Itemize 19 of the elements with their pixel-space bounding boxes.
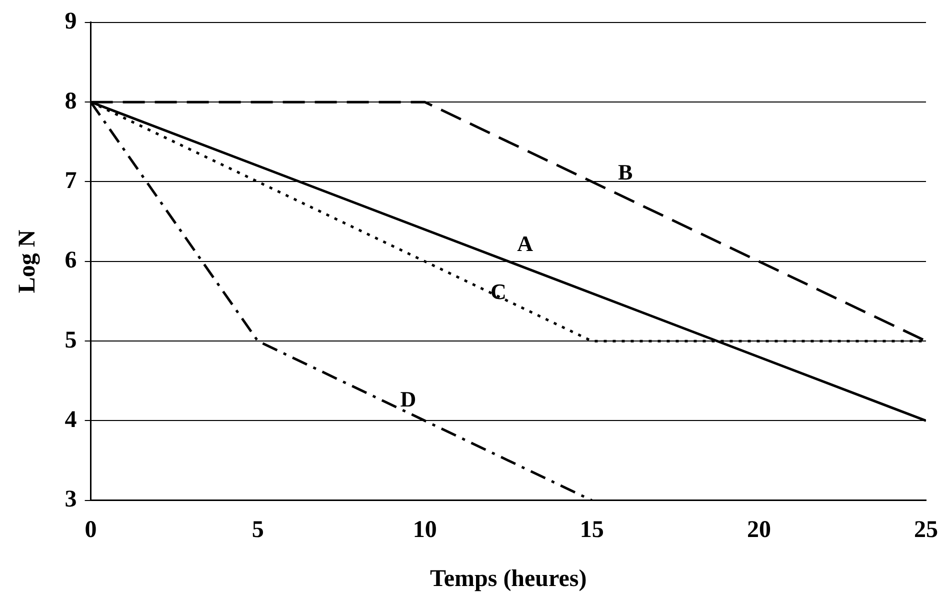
y-tick-label: 7: [64, 168, 77, 194]
y-tick-label: 4: [64, 406, 77, 433]
series-label: C: [490, 278, 506, 304]
x-tick-label: 15: [580, 517, 604, 544]
y-tick-label: 3: [64, 486, 77, 513]
x-tick-label: 20: [746, 517, 771, 544]
series-label: B: [618, 159, 633, 184]
y-tick-label: 6: [64, 248, 77, 274]
y-tick-label: 8: [64, 88, 77, 114]
x-tick-label: 0: [84, 517, 97, 544]
x-tick-label: 25: [914, 517, 938, 544]
x-tick-label: 10: [412, 517, 437, 544]
y-axis-title: Log N: [14, 229, 41, 294]
x-axis-title: Temps (heures): [430, 566, 587, 592]
series-label: D: [400, 386, 416, 412]
y-tick-label: 5: [64, 327, 77, 354]
y-tick-label: 9: [64, 8, 77, 35]
series-label: A: [517, 231, 534, 256]
x-tick-label: 5: [252, 517, 264, 544]
